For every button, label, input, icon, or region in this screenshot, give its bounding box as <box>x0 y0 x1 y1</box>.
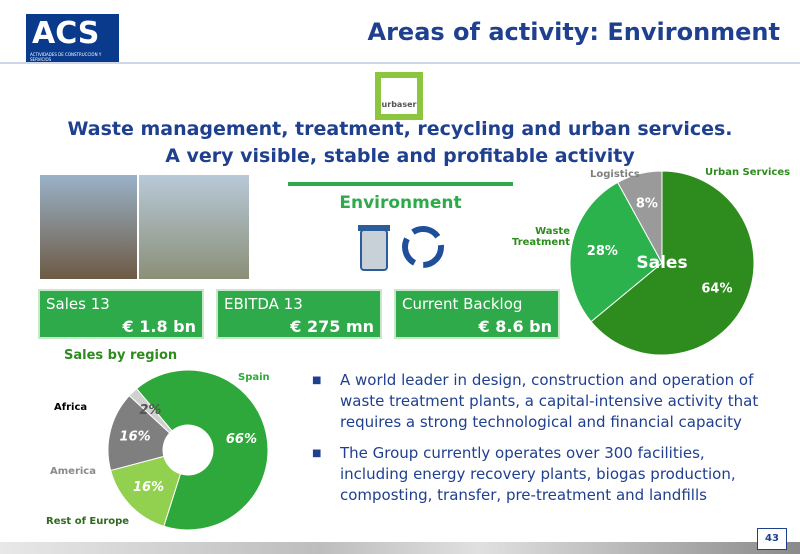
category-label: America <box>50 466 96 477</box>
chart-title: Sales by region <box>64 348 178 363</box>
category-label: Africa <box>54 402 88 413</box>
category-label: Logistics <box>590 169 640 180</box>
bullet: ■ The Group currently operates over 300 f… <box>312 444 736 504</box>
photo <box>40 175 137 279</box>
kpi-box: Sales 13 € 1.8 bn <box>38 289 204 339</box>
category-label: Rest of Europe <box>46 516 130 527</box>
divider <box>288 182 513 186</box>
subtitle: Waste management, treatment, recycling a… <box>0 116 800 170</box>
kpi-label: Current Backlog <box>402 295 523 313</box>
value-label: 16% <box>133 480 164 495</box>
bullet-text: A world leader in design, construction a… <box>340 371 759 431</box>
bullets: ■ A world leader in design, construction … <box>312 370 762 506</box>
logo-tagline: ACTIVIDADES DE CONSTRUCCIÓN Y SERVICIOS <box>30 52 102 62</box>
slice <box>135 369 269 531</box>
bullet-text: The Group currently operates over 300 fa… <box>340 444 736 504</box>
page-number: 43 <box>757 528 787 550</box>
brand: urbaser <box>381 100 417 109</box>
slide-title: Areas of activity: Environment <box>367 18 780 46</box>
section-title: Environment <box>339 193 462 213</box>
value-label: 8% <box>636 197 658 212</box>
kpi-box: EBITDA 13 € 275 mn <box>216 289 382 339</box>
logo-text: ACS <box>32 16 100 51</box>
recycle-icon <box>402 226 444 268</box>
slice <box>569 181 663 323</box>
icons <box>358 225 444 271</box>
footer-bar <box>0 542 800 554</box>
trash-lid <box>358 225 390 231</box>
slice <box>616 170 663 264</box>
chart-title: Sales <box>636 253 687 273</box>
separator <box>0 62 800 64</box>
kpi-label: EBITDA 13 <box>224 295 303 313</box>
category-label: Urban Services <box>705 167 791 178</box>
photo <box>139 175 249 279</box>
subtitle-line: A very visible, stable and profitable ac… <box>165 145 635 167</box>
value-label: 2% <box>139 403 161 418</box>
acs-logo: ACS ACTIVIDADES DE CONSTRUCCIÓN Y SERVIC… <box>26 14 119 62</box>
urbaser-logo: urbaser <box>375 72 423 120</box>
slice <box>128 388 173 434</box>
value-label: 66% <box>226 432 257 447</box>
subtitle-line: Waste management, treatment, recycling a… <box>67 118 733 140</box>
slice <box>590 170 755 356</box>
kpi-value: € 275 mn <box>290 317 374 336</box>
logo-inner: urbaser <box>381 78 417 114</box>
kpi-label: Sales 13 <box>46 295 110 313</box>
category-label: Waste Treatment <box>512 226 571 248</box>
value-label: 16% <box>120 429 151 444</box>
kpi-box: Current Backlog € 8.6 bn <box>394 289 560 339</box>
category-label: Spain <box>238 372 270 383</box>
kpi-value: € 8.6 bn <box>478 317 552 336</box>
value-label: 28% <box>587 244 618 259</box>
value-label: 64% <box>701 281 732 296</box>
bullet: ■ A world leader in design, construction … <box>312 371 759 431</box>
kpi-value: € 1.8 bn <box>122 317 196 336</box>
